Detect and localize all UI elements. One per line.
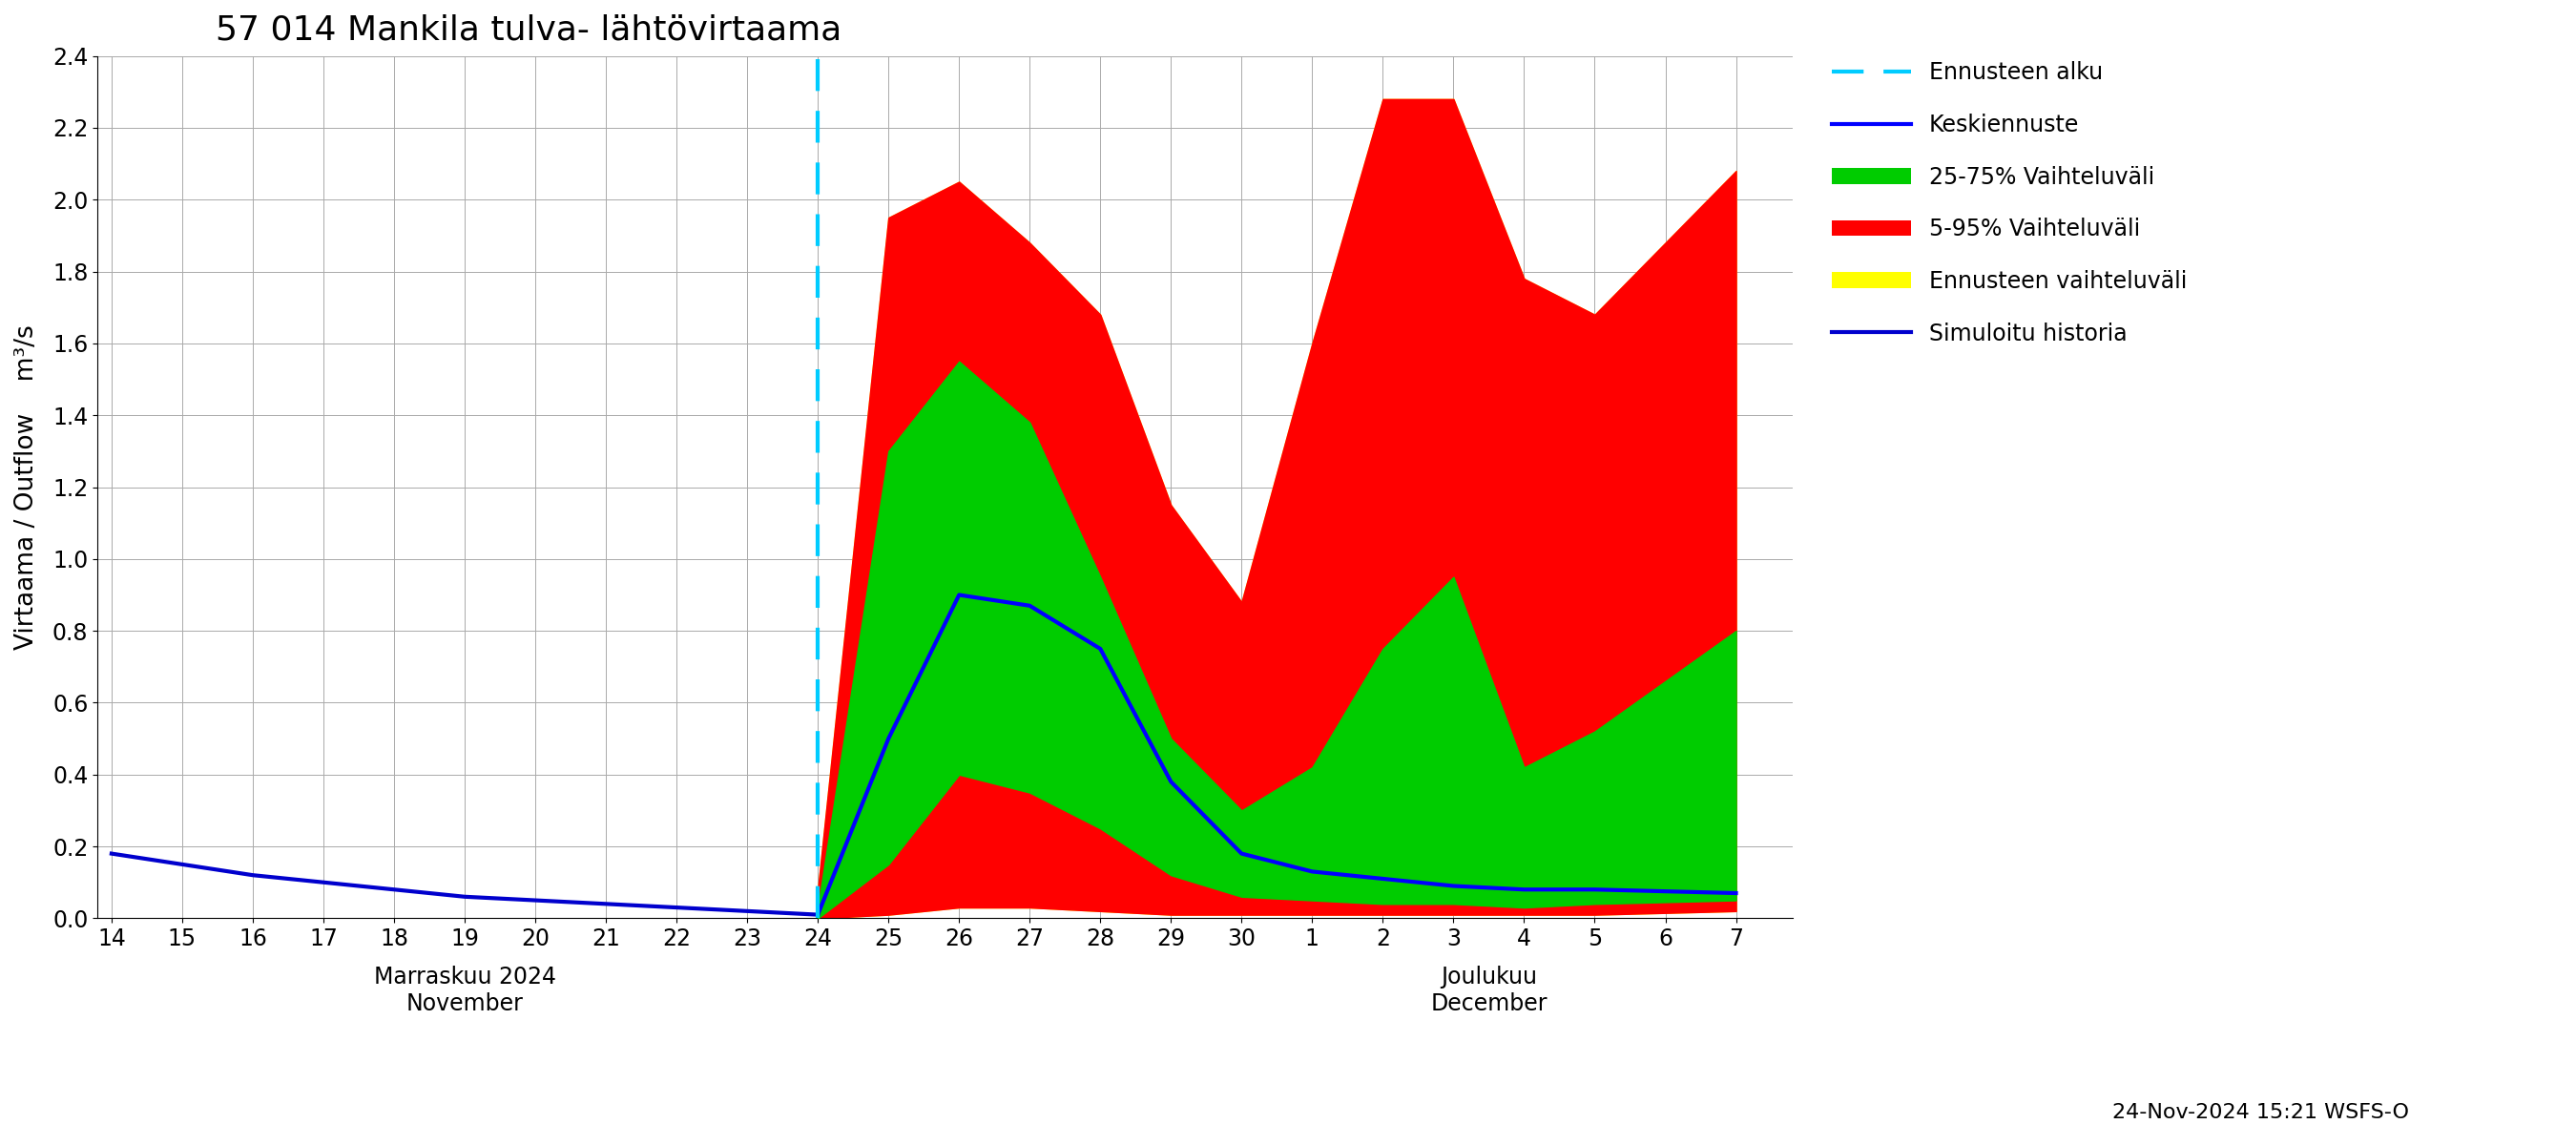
Text: 24-Nov-2024 15:21 WSFS-O: 24-Nov-2024 15:21 WSFS-O [2112, 1103, 2409, 1122]
Text: Marraskuu 2024
November: Marraskuu 2024 November [374, 965, 556, 1016]
Y-axis label: Virtaama / Outflow    m³/s: Virtaama / Outflow m³/s [15, 324, 39, 649]
Text: Joulukuu
December: Joulukuu December [1430, 965, 1548, 1016]
Text: 57 014 Mankila tulva- lähtövirtaama: 57 014 Mankila tulva- lähtövirtaama [216, 14, 842, 47]
Legend: Ennusteen alku, Keskiennuste, 25-75% Vaihteluväli, 5-95% Vaihteluväli, Ennusteen: Ennusteen alku, Keskiennuste, 25-75% Vai… [1821, 50, 2197, 356]
